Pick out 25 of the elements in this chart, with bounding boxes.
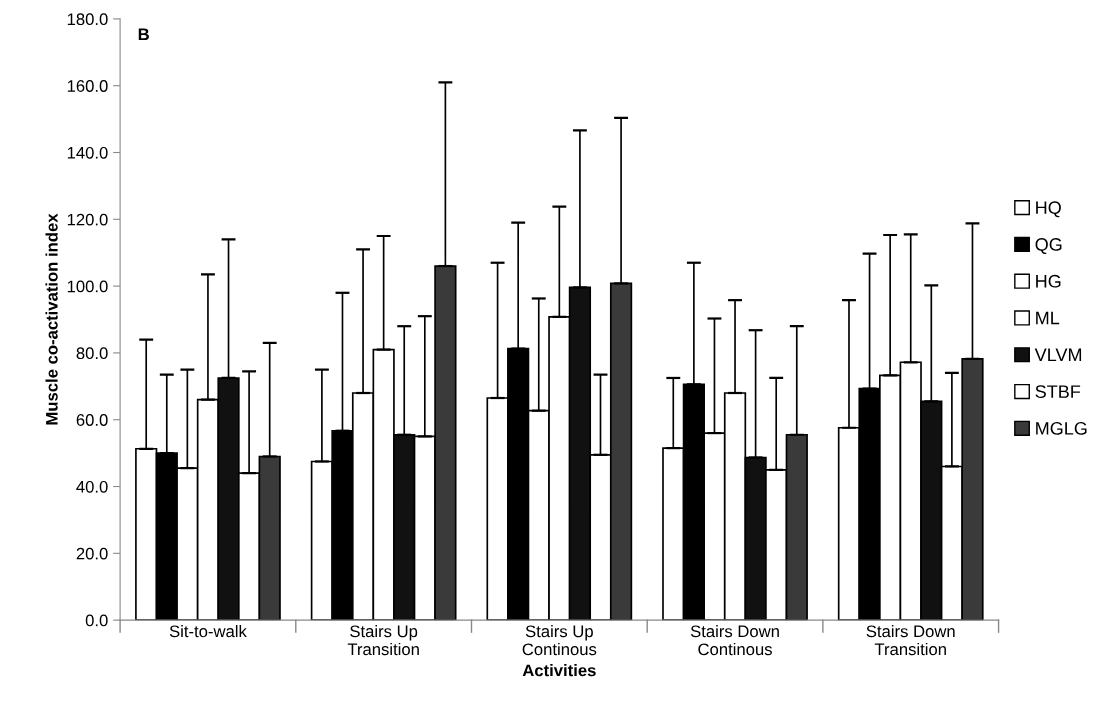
y-tick-label: 80.0 [76, 347, 108, 360]
legend-label: HQ [1036, 201, 1061, 218]
legend-label: VLVM [1034, 348, 1082, 362]
y-tick-label: 0.0 [85, 614, 108, 627]
y-tick-label: 40.0 [76, 480, 108, 493]
x-tick-label: Stairs Down Continous [690, 624, 779, 656]
y-tick-label: 20.0 [76, 547, 108, 560]
x-tick-label: Stairs Up Transition [347, 624, 419, 656]
legend-label: MGLG [1036, 421, 1087, 435]
legend-label: STBF [1035, 385, 1081, 398]
y-tick-label: 140.0 [67, 146, 108, 159]
legend-label: QG [1035, 238, 1062, 255]
y-tick-label: 180.0 [67, 13, 108, 26]
x-tick-label: Stairs Down Transition [866, 624, 955, 656]
y-tick-label: 160.0 [67, 80, 108, 92]
y-axis-title: Muscle co-activation index [45, 213, 58, 425]
legend-label: ML [1036, 311, 1060, 325]
x-tick-label: Stairs Up Continous [522, 624, 597, 656]
x-axis-title: Activities [522, 664, 596, 677]
y-tick-label: 100.0 [67, 280, 108, 293]
y-tick-label: 120.0 [67, 213, 108, 226]
chart-title: B [138, 28, 149, 40]
x-tick-label: Sit-to-walk [169, 624, 247, 638]
legend-label: HG [1036, 274, 1061, 288]
y-tick-label: 60.0 [76, 414, 108, 426]
